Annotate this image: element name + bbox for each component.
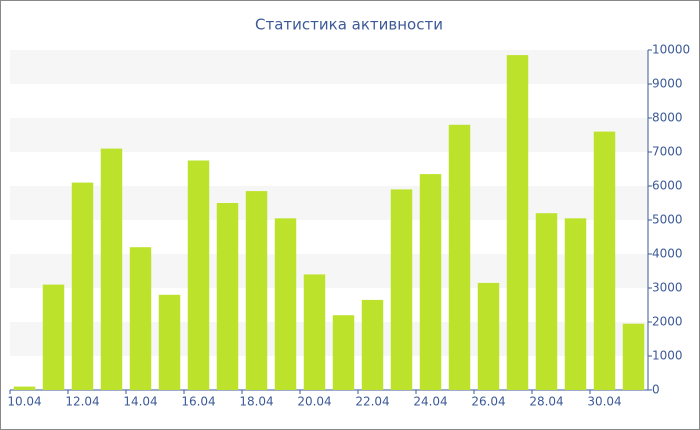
- y-tick-label: 10000: [652, 43, 690, 57]
- bar: [245, 191, 268, 390]
- bar: [448, 124, 471, 391]
- bar: [564, 218, 587, 390]
- bar: [535, 213, 558, 390]
- y-tick-label: 3000: [652, 281, 683, 295]
- grid-band: [10, 50, 648, 84]
- bar: [622, 323, 645, 390]
- x-tick-label: 22.04: [355, 395, 389, 409]
- y-tick-label: 4000: [652, 247, 683, 261]
- x-tick-label: 20.04: [297, 395, 331, 409]
- y-tick-label: 9000: [652, 77, 683, 91]
- y-tick-label: 5000: [652, 213, 683, 227]
- bar: [129, 247, 152, 390]
- bar: [303, 274, 326, 390]
- x-tick-label: 18.04: [239, 395, 273, 409]
- chart-title: Статистика активности: [255, 16, 443, 34]
- bar: [593, 131, 616, 390]
- bar: [216, 203, 239, 390]
- x-tick-label: 16.04: [181, 395, 215, 409]
- bar: [390, 189, 413, 390]
- y-tick-label: 1000: [652, 349, 683, 363]
- bar: [71, 182, 94, 390]
- bar: [13, 386, 36, 390]
- x-tick-label: 30.04: [587, 395, 621, 409]
- x-tick-label: 26.04: [471, 395, 505, 409]
- bar: [332, 315, 355, 390]
- y-tick-label: 0: [652, 383, 660, 397]
- bar: [187, 160, 210, 390]
- bar: [42, 284, 65, 390]
- grid-band: [10, 118, 648, 152]
- bar: [506, 55, 529, 390]
- bar: [158, 294, 181, 390]
- bar: [361, 299, 384, 390]
- bar: [274, 218, 297, 390]
- y-tick-label: 7000: [652, 145, 683, 159]
- y-tick-label: 2000: [652, 315, 683, 329]
- bar: [419, 174, 442, 390]
- y-tick-label: 6000: [652, 179, 683, 193]
- bar: [477, 282, 500, 390]
- x-tick-label: 12.04: [65, 395, 99, 409]
- x-tick-label: 28.04: [529, 395, 563, 409]
- bar: [100, 148, 123, 390]
- x-tick-label: 10.04: [7, 395, 41, 409]
- y-tick-label: 8000: [652, 111, 683, 125]
- x-tick-label: 24.04: [413, 395, 447, 409]
- x-tick-label: 14.04: [123, 395, 157, 409]
